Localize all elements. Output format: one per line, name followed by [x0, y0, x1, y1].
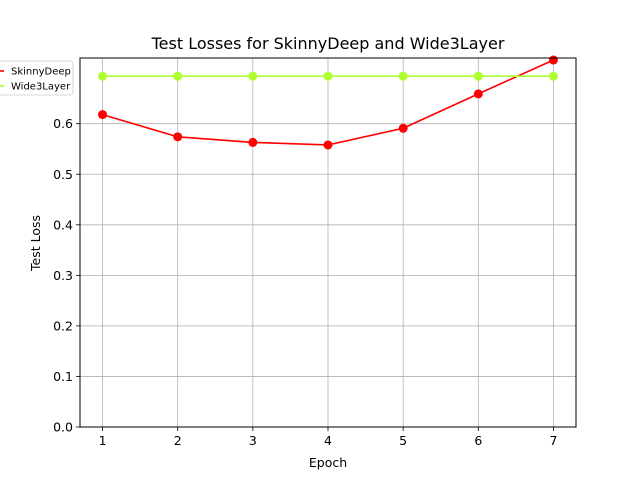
legend-label: Wide3Layer	[11, 82, 71, 93]
data-point-skinnydeep	[473, 89, 483, 99]
legend: SkinnyDeep Wide3Layer	[0, 60, 74, 96]
x-tick-label: 6	[474, 433, 482, 448]
data-point-skinnydeep	[173, 132, 183, 142]
series-group	[98, 55, 558, 150]
grid-lines	[80, 58, 576, 428]
y-tick-label: 0.4	[53, 217, 73, 232]
data-point-wide3layer	[323, 71, 333, 81]
chart-title: Test Losses for SkinnyDeep and Wide3Laye…	[151, 34, 505, 53]
x-tick-label: 7	[549, 433, 557, 448]
y-axis-label: Test Loss	[28, 215, 43, 272]
x-axis-label: Epoch	[309, 455, 347, 470]
data-point-wide3layer	[398, 71, 408, 81]
data-point-wide3layer	[98, 71, 108, 81]
data-point-wide3layer	[473, 71, 483, 81]
data-point-wide3layer	[173, 71, 183, 81]
data-point-skinnydeep	[248, 137, 258, 147]
y-tick-label: 0.1	[53, 369, 73, 384]
data-point-skinnydeep	[98, 110, 108, 120]
data-point-skinnydeep	[398, 123, 408, 133]
data-point-skinnydeep	[323, 140, 333, 150]
x-tick-label: 3	[249, 433, 257, 448]
y-ticks: 0.0 0.1 0.2 0.3 0.4 0.5 0.6	[53, 116, 80, 435]
x-tick-label: 5	[399, 433, 407, 448]
y-tick-label: 0.6	[53, 116, 73, 131]
y-tick-label: 0.3	[53, 268, 73, 283]
x-ticks: 1 2 3 4 5 6 7	[99, 427, 557, 448]
legend-label: SkinnyDeep	[11, 67, 71, 78]
y-tick-label: 0.5	[53, 167, 73, 182]
y-tick-label: 0.0	[53, 420, 73, 435]
x-tick-label: 4	[324, 433, 332, 448]
data-point-skinnydeep	[548, 55, 558, 65]
data-point-wide3layer	[548, 71, 558, 81]
y-tick-label: 0.2	[53, 318, 73, 333]
x-tick-label: 1	[99, 433, 107, 448]
data-point-wide3layer	[248, 71, 258, 81]
legend-box	[0, 60, 74, 96]
x-tick-label: 2	[174, 433, 182, 448]
